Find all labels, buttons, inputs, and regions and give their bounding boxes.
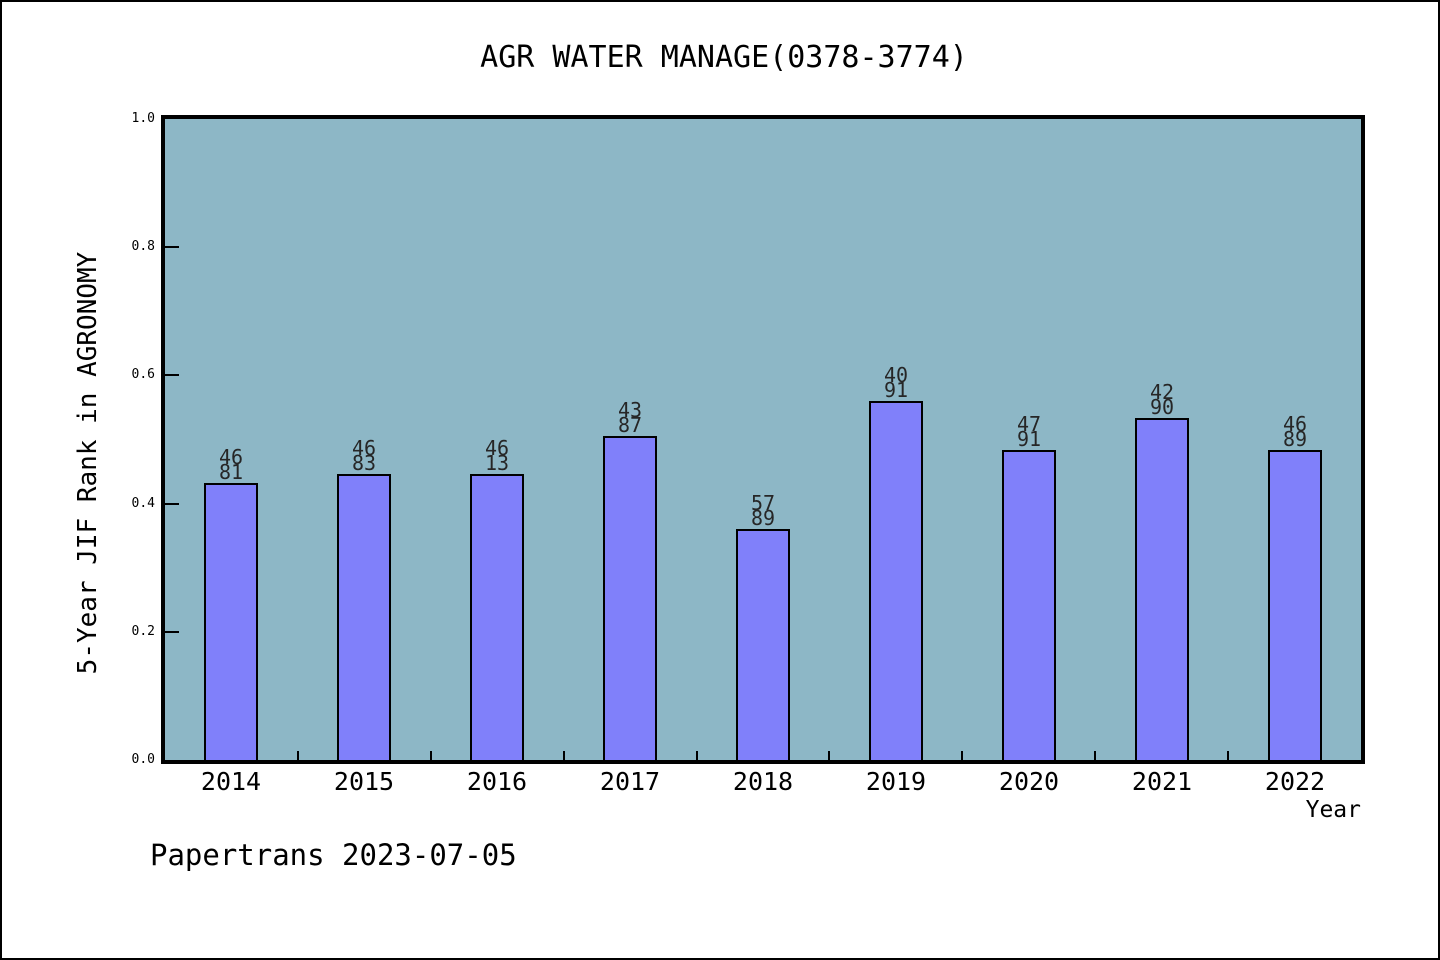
- x-axis-minor-tick: [828, 751, 830, 760]
- y-axis-tick: [165, 631, 179, 633]
- bar-value-total: 91: [883, 378, 909, 402]
- bar-value-label-2018: 57 89: [723, 491, 803, 530]
- bar-value-label-2020: 47 91: [989, 412, 1069, 451]
- bar-2015: [337, 474, 391, 760]
- bar-value-label-2014: 46 81: [191, 445, 271, 484]
- x-tick-label-2017: 2017: [599, 767, 661, 796]
- x-axis-label: Year: [1305, 797, 1361, 823]
- bar-value-rank: 46: [218, 445, 244, 469]
- y-tick-label-0.2: 0.2: [131, 624, 155, 639]
- x-axis-minor-tick: [696, 751, 698, 760]
- bar-2017: [603, 436, 657, 760]
- bar-value-rank: 46: [351, 436, 377, 460]
- y-tick-label-1.0: 1.0: [131, 111, 155, 126]
- bar-value-rank: 42: [1149, 380, 1175, 404]
- footer-watermark: Papertrans 2023-07-05: [150, 838, 517, 872]
- bar-value-total: 81: [218, 460, 244, 484]
- x-axis-minor-tick: [563, 751, 565, 760]
- bar-value-total: 83: [351, 451, 377, 475]
- bar-value-rank: 46: [484, 436, 510, 460]
- x-tick-label-2019: 2019: [865, 767, 927, 796]
- bar-value-label-2016: 46 13: [457, 436, 537, 475]
- x-axis-minor-tick: [961, 751, 963, 760]
- bar-value-label-2017: 43 87: [590, 398, 670, 437]
- bar-value-rank: 43: [617, 398, 643, 422]
- bar-value-rank: 47: [1016, 412, 1042, 436]
- chart-title: AGR WATER MANAGE(0378-3774): [480, 40, 968, 75]
- x-tick-label-2015: 2015: [333, 767, 395, 796]
- bar-value-rank: 46: [1282, 412, 1308, 436]
- bar-value-label-2021: 42 90: [1122, 380, 1202, 419]
- x-tick-label-2014: 2014: [200, 767, 262, 796]
- bar-value-rank: 57: [750, 491, 776, 515]
- bar-2016: [470, 474, 524, 760]
- x-tick-label-2022: 2022: [1264, 767, 1326, 796]
- x-axis-minor-tick: [430, 751, 432, 760]
- y-axis-label: 5-Year JIF Rank in AGRONOMY: [73, 251, 103, 675]
- bar-2022: [1268, 450, 1322, 760]
- bar-value-total: 90: [1149, 395, 1175, 419]
- y-tick-label-0.6: 0.6: [131, 367, 155, 382]
- plot-area: 46 81 46 83 46 13 43 87 57 89 40 91 47 91 42 90 46 89: [161, 115, 1365, 764]
- bar-2021: [1135, 418, 1189, 760]
- bar-value-total: 13: [484, 451, 510, 475]
- x-axis-minor-tick: [1094, 751, 1096, 760]
- x-axis-minor-tick: [297, 751, 299, 760]
- bar-value-total: 87: [617, 413, 643, 437]
- bar-value-total: 89: [750, 506, 776, 530]
- y-tick-label-0.4: 0.4: [131, 496, 155, 511]
- bar-value-total: 91: [1016, 427, 1042, 451]
- bar-value-label-2022: 46 89: [1255, 412, 1335, 451]
- bar-value-total: 89: [1282, 427, 1308, 451]
- y-axis-tick: [165, 246, 179, 248]
- y-axis-tick: [165, 503, 179, 505]
- x-tick-label-2018: 2018: [732, 767, 794, 796]
- x-tick-label-2016: 2016: [466, 767, 528, 796]
- bar-2014: [204, 483, 258, 760]
- bar-2020: [1002, 450, 1056, 760]
- bar-2018: [736, 529, 790, 760]
- bar-value-label-2019: 40 91: [856, 363, 936, 402]
- bar-value-label-2015: 46 83: [324, 436, 404, 475]
- y-axis-tick: [165, 374, 179, 376]
- y-tick-label-0.8: 0.8: [131, 239, 155, 254]
- x-axis-minor-tick: [1227, 751, 1229, 760]
- y-tick-label-0.0: 0.0: [131, 752, 155, 767]
- bar-value-rank: 40: [883, 363, 909, 387]
- x-tick-label-2020: 2020: [998, 767, 1060, 796]
- bar-2019: [869, 401, 923, 760]
- plot-inner: 46 81 46 83 46 13 43 87 57 89 40 91 47 91 42 90 46 89: [165, 119, 1361, 760]
- x-tick-label-2021: 2021: [1131, 767, 1193, 796]
